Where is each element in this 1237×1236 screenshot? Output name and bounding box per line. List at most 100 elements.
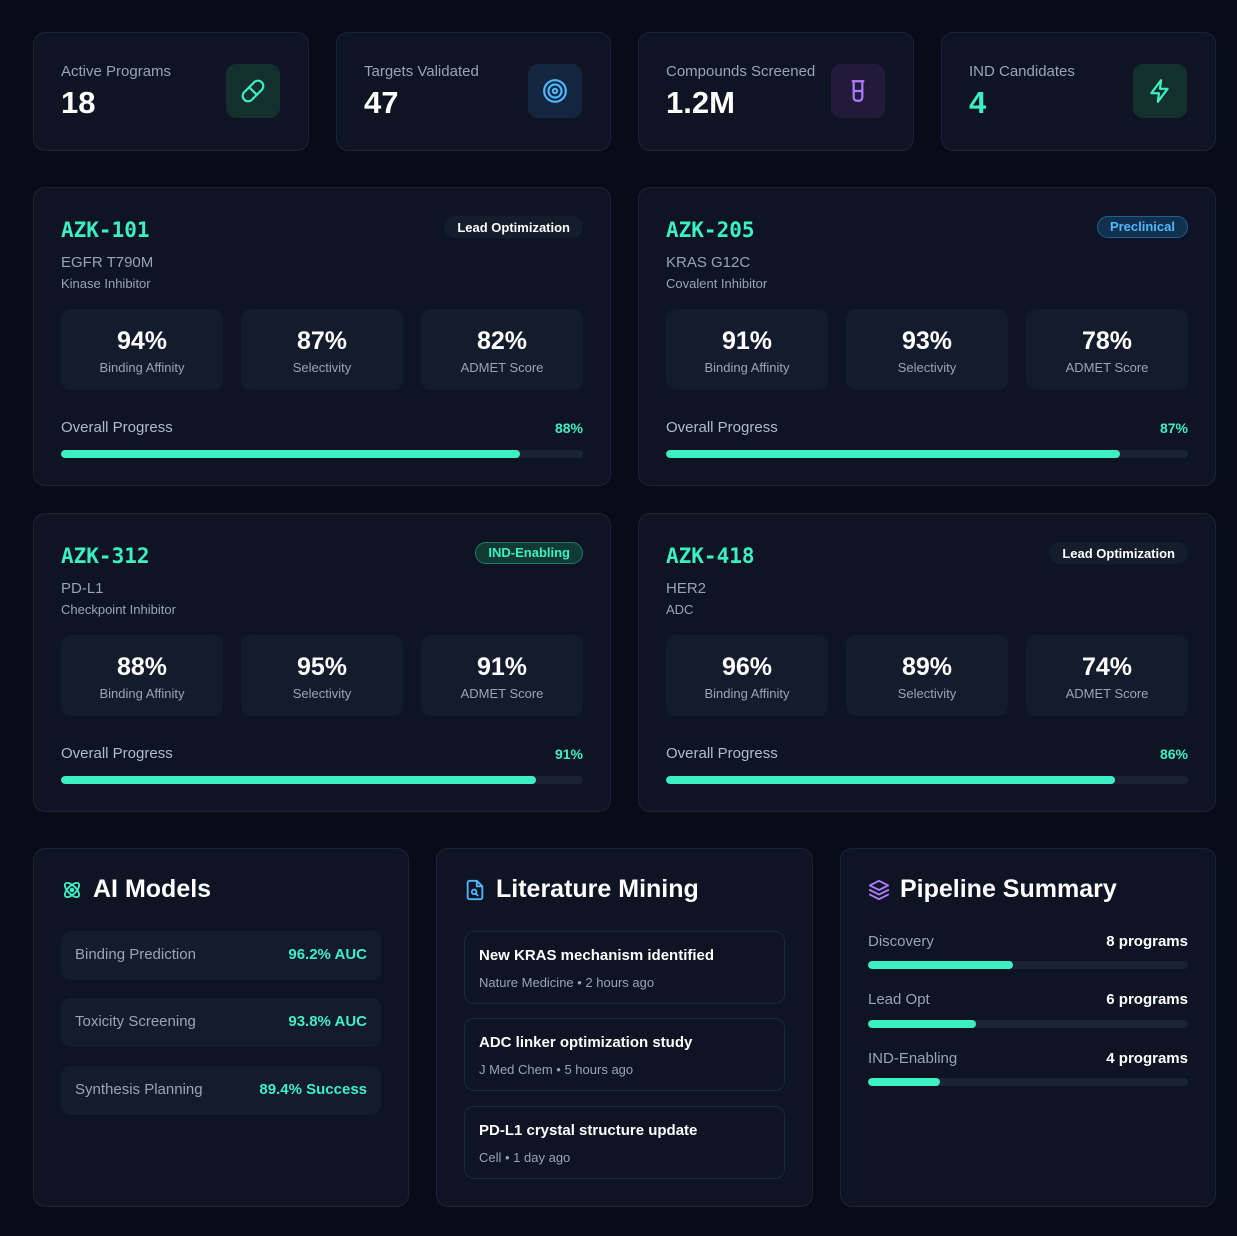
stat-card-compounds-screened: Compounds Screened 1.2M (638, 32, 914, 151)
pipeline-bar-fill (868, 1020, 977, 1028)
metric-admet-score: 82% ADMET Score (421, 309, 583, 390)
pipeline-summary-panel: Pipeline Summary Discovery 8 programs Le… (840, 848, 1216, 1207)
stat-label: Targets Validated (364, 63, 479, 80)
progress-bar-fill (666, 450, 1121, 458)
progress-label: Overall Progress (61, 745, 173, 762)
literature-source: Cell • 1 day ago (479, 1150, 571, 1165)
progress-bar (61, 450, 583, 458)
program-card-azk-312[interactable]: AZK-312 IND-Enabling PD-L1 Checkpoint In… (33, 513, 611, 812)
stage-badge: Lead Optimization (1049, 542, 1188, 564)
metric-value: 87% (296, 327, 348, 355)
model-row-synthesis-planning[interactable]: Synthesis Planning 89.4% Success (61, 1066, 381, 1115)
metric-label: ADMET Score (460, 360, 544, 375)
literature-title: New KRAS mechanism identified (479, 947, 715, 964)
panel-title: AI Models (61, 875, 211, 904)
panel-title-text: Literature Mining (496, 875, 699, 903)
progress-percent: 87% (1159, 420, 1188, 436)
program-target: KRAS G12C (666, 254, 751, 271)
metric-value: 95% (296, 653, 348, 681)
metric-value: 91% (721, 327, 773, 355)
progress-label: Overall Progress (61, 419, 173, 436)
stat-value: 1.2M (666, 85, 735, 120)
program-target: PD-L1 (61, 580, 104, 597)
literature-item[interactable]: New KRAS mechanism identified Nature Med… (464, 931, 785, 1004)
metric-value: 94% (116, 327, 168, 355)
literature-source: J Med Chem • 5 hours ago (479, 1062, 634, 1077)
metric-selectivity: 87% Selectivity (241, 309, 403, 390)
pipeline-bar-fill (868, 1078, 941, 1086)
progress-bar (666, 776, 1188, 784)
program-code: AZK-101 (61, 218, 150, 242)
metric-value: 93% (901, 327, 953, 355)
pipeline-stage-label: Discovery (868, 933, 934, 950)
pipeline-stage-count: 8 programs (1106, 933, 1188, 950)
program-target: HER2 (666, 580, 707, 597)
literature-title: ADC linker optimization study (479, 1034, 693, 1051)
model-score: 93.8% AUC (288, 1013, 367, 1030)
model-name: Toxicity Screening (75, 1013, 196, 1030)
stat-value: 47 (364, 85, 399, 120)
progress-label: Overall Progress (666, 745, 778, 762)
metric-admet-score: 91% ADMET Score (421, 635, 583, 716)
program-card-azk-101[interactable]: AZK-101 Lead Optimization EGFR T790M Kin… (33, 187, 611, 486)
model-name: Synthesis Planning (75, 1081, 203, 1098)
metric-value: 82% (476, 327, 528, 355)
metric-label: ADMET Score (1065, 686, 1149, 701)
literature-item[interactable]: ADC linker optimization study J Med Chem… (464, 1018, 785, 1091)
literature-item[interactable]: PD-L1 crystal structure update Cell • 1 … (464, 1106, 785, 1179)
stat-card-active-programs: Active Programs 18 (33, 32, 309, 151)
lightning-icon (1133, 64, 1187, 118)
stat-label: Compounds Screened (666, 63, 816, 80)
progress-percent: 91% (554, 746, 583, 762)
metric-label: ADMET Score (460, 686, 544, 701)
metric-binding-affinity: 91% Binding Affinity (666, 309, 828, 390)
metric-label: Selectivity (897, 686, 957, 701)
metric-admet-score: 78% ADMET Score (1026, 309, 1188, 390)
program-target: EGFR T790M (61, 254, 154, 271)
pipeline-stage-label: Lead Opt (868, 991, 930, 1008)
stage-badge: Preclinical (1096, 216, 1188, 238)
stat-value: 4 (969, 85, 987, 120)
literature-mining-panel: Literature Mining New KRAS mechanism ide… (436, 848, 813, 1207)
metric-value: 96% (721, 653, 773, 681)
stat-value: 18 (61, 85, 96, 120)
model-row-toxicity-screening[interactable]: Toxicity Screening 93.8% AUC (61, 998, 381, 1047)
pipeline-stage-count: 6 programs (1106, 991, 1188, 1008)
metric-value: 89% (901, 653, 953, 681)
progress-bar-fill (61, 776, 537, 784)
progress-bar (61, 776, 583, 784)
stat-card-targets-validated: Targets Validated 47 (336, 32, 611, 151)
pipeline-bar (868, 961, 1188, 969)
metric-label: Binding Affinity (704, 686, 790, 701)
metric-label: Selectivity (897, 360, 957, 375)
metric-value: 78% (1081, 327, 1133, 355)
panel-title-text: AI Models (93, 875, 212, 903)
metric-label: ADMET Score (1065, 360, 1149, 375)
program-card-azk-418[interactable]: AZK-418 Lead Optimization HER2 ADC 96% Bi… (638, 513, 1216, 812)
model-score: 96.2% AUC (288, 946, 367, 963)
program-mechanism: Checkpoint Inhibitor (61, 602, 176, 617)
progress-bar (666, 450, 1188, 458)
metric-value: 74% (1081, 653, 1133, 681)
panel-title: Literature Mining (464, 875, 699, 904)
pipeline-stage-label: IND-Enabling (868, 1050, 958, 1067)
progress-bar-fill (61, 450, 521, 458)
literature-source: Nature Medicine • 2 hours ago (479, 975, 655, 990)
metric-value: 91% (476, 653, 528, 681)
layers-icon (868, 879, 890, 900)
model-row-binding-prediction[interactable]: Binding Prediction 96.2% AUC (61, 931, 381, 980)
progress-bar-fill (666, 776, 1115, 784)
pill-icon (226, 64, 280, 118)
stat-card-ind-candidates: IND Candidates 4 (941, 32, 1216, 151)
metric-binding-affinity: 94% Binding Affinity (61, 309, 223, 390)
metric-selectivity: 89% Selectivity (846, 635, 1008, 716)
metric-label: Selectivity (292, 360, 352, 375)
atom-icon (63, 881, 81, 898)
progress-percent: 86% (1159, 746, 1188, 762)
metric-label: Binding Affinity (704, 360, 790, 375)
program-code: AZK-312 (61, 544, 150, 568)
metric-label: Binding Affinity (99, 686, 185, 701)
program-mechanism: Kinase Inhibitor (61, 276, 151, 291)
program-card-azk-205[interactable]: AZK-205 Preclinical KRAS G12C Covalent I… (638, 187, 1216, 486)
stage-badge: IND-Enabling (475, 542, 583, 564)
